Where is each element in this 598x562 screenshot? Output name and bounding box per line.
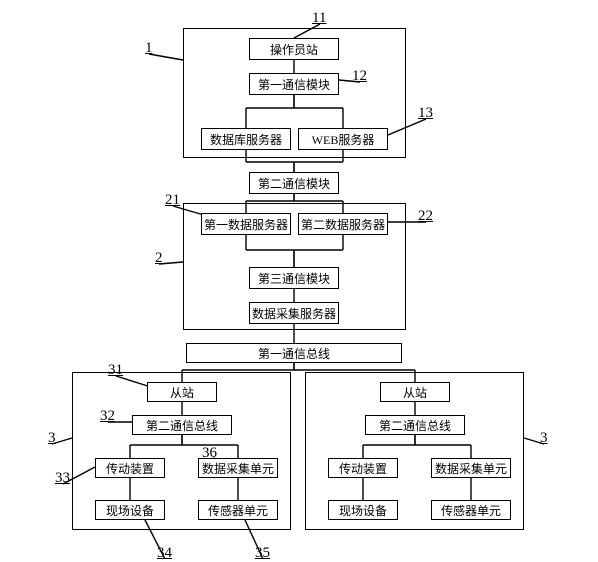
node-n_d1: 第一数据服务器 — [201, 213, 291, 235]
node-n_c1: 第一通信模块 — [249, 73, 339, 95]
node-n_slvB: 从站 — [380, 382, 450, 402]
node-n_trB: 传动装置 — [328, 458, 398, 478]
node-n_slvA: 从站 — [147, 382, 217, 402]
callout-31: 31 — [108, 362, 123, 379]
node-n_fdB: 现场设备 — [328, 500, 398, 520]
callout-1: 1 — [145, 40, 153, 57]
node-n_bus2A: 第二通信总线 — [132, 415, 232, 435]
callout-34: 34 — [157, 545, 172, 562]
callout-35: 35 — [255, 545, 270, 562]
node-n_bus2B: 第二通信总线 — [365, 415, 465, 435]
callout-2: 2 — [155, 250, 163, 267]
callout-12: 12 — [352, 68, 367, 85]
callout-11: 11 — [312, 10, 326, 27]
node-n_dacB: 数据采集单元 — [431, 458, 511, 478]
node-n_db: 数据库服务器 — [201, 128, 291, 150]
node-n_trA: 传动装置 — [95, 458, 165, 478]
callout-36: 36 — [202, 445, 217, 462]
node-n_snA: 传感器单元 — [198, 500, 278, 520]
callout-13: 13 — [418, 105, 433, 122]
callout-21: 21 — [165, 192, 180, 209]
callout-22: 22 — [418, 208, 433, 225]
node-n_fdA: 现场设备 — [95, 500, 165, 520]
node-n_web: WEB服务器 — [298, 128, 388, 150]
callout-3: 3 — [48, 430, 56, 447]
node-n_d2: 第二数据服务器 — [298, 213, 388, 235]
node-n_c2: 第二通信模块 — [249, 172, 339, 194]
node-n_op: 操作员站 — [249, 38, 339, 60]
node-n_snB: 传感器单元 — [431, 500, 511, 520]
callout-32: 32 — [100, 408, 115, 425]
node-n_bus1: 第一通信总线 — [186, 343, 402, 363]
node-n_acq: 数据采集服务器 — [249, 302, 339, 324]
callout-3: 3 — [540, 430, 548, 447]
node-n_c3: 第三通信模块 — [249, 267, 339, 289]
callout-33: 33 — [55, 470, 70, 487]
